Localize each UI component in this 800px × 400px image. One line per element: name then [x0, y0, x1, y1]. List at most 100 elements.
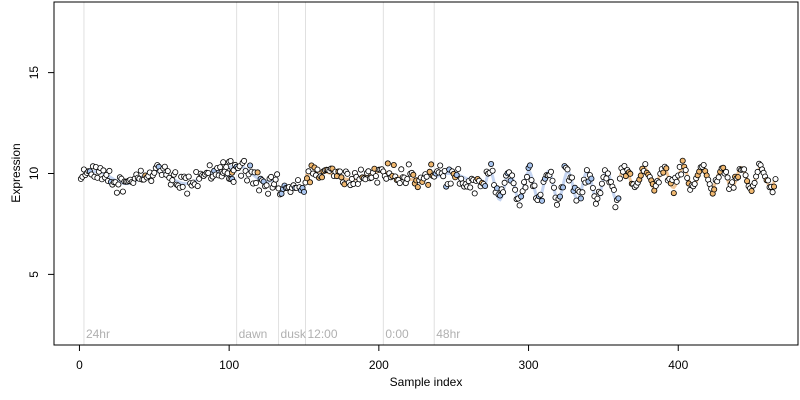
- data-point: [164, 168, 171, 175]
- data-point: [223, 164, 230, 171]
- data-point: [610, 186, 617, 193]
- data-point: [684, 174, 691, 181]
- data-point: [537, 191, 544, 198]
- data-point: [583, 167, 590, 174]
- data-point: [137, 167, 144, 174]
- data-point: [426, 168, 433, 175]
- data-point: [524, 173, 531, 180]
- data-point: [531, 182, 538, 189]
- data-point: [521, 179, 528, 186]
- data-point: [557, 193, 564, 200]
- data-point: [247, 162, 254, 169]
- marker-label-2: dusk: [281, 327, 307, 341]
- data-point: [522, 184, 529, 191]
- y-tick-label-10: 10: [27, 167, 41, 181]
- data-point: [560, 184, 567, 191]
- data-point: [384, 160, 391, 167]
- data-point: [119, 188, 126, 195]
- data-point: [616, 175, 623, 182]
- data-point: [390, 161, 397, 168]
- data-point: [374, 179, 381, 186]
- data-point: [151, 169, 158, 176]
- data-point: [577, 195, 584, 202]
- data-point: [437, 162, 444, 169]
- data-point: [754, 168, 761, 175]
- data-point: [256, 187, 263, 194]
- data-point: [751, 179, 758, 186]
- data-point: [769, 189, 776, 196]
- data-point: [482, 182, 489, 189]
- data-point: [682, 167, 689, 174]
- data-point: [772, 176, 779, 183]
- data-point: [303, 175, 310, 182]
- marker-label-1: dawn: [239, 327, 268, 341]
- data-point: [660, 169, 667, 176]
- data-point: [637, 172, 644, 179]
- data-point: [598, 180, 605, 187]
- data-point: [425, 181, 432, 188]
- data-point: [318, 174, 325, 181]
- data-point: [516, 202, 523, 209]
- data-point: [678, 171, 685, 178]
- data-point: [100, 167, 107, 174]
- data-point: [440, 173, 447, 180]
- data-point: [673, 178, 680, 185]
- data-point: [663, 165, 670, 172]
- data-point: [103, 171, 110, 178]
- x-axis-title: Sample index: [390, 375, 463, 389]
- data-point: [489, 167, 496, 174]
- data-point: [670, 190, 677, 197]
- data-point: [715, 174, 722, 181]
- data-point: [306, 179, 313, 186]
- data-point: [564, 166, 571, 173]
- data-point: [528, 177, 535, 184]
- data-point: [230, 178, 237, 185]
- data-point: [501, 179, 508, 186]
- data-point: [594, 195, 601, 202]
- data-point: [265, 190, 272, 197]
- data-point: [597, 190, 604, 197]
- data-point: [453, 171, 460, 178]
- data-point: [548, 168, 555, 175]
- data-point: [227, 157, 234, 164]
- data-point: [314, 166, 321, 173]
- data-point: [741, 166, 748, 173]
- data-point: [410, 171, 417, 178]
- data-point: [627, 170, 634, 177]
- data-point: [338, 174, 345, 181]
- y-axis: 5 10 15: [27, 66, 54, 278]
- y-tick-label-5: 5: [27, 271, 41, 278]
- marker-label-4: 0:00: [385, 327, 409, 341]
- data-point: [700, 161, 707, 168]
- data-point: [428, 161, 435, 168]
- data-point: [742, 172, 749, 179]
- data-point: [488, 160, 495, 167]
- data-point: [244, 177, 251, 184]
- data-point: [748, 187, 755, 194]
- data-point: [357, 166, 364, 173]
- data-point: [396, 180, 403, 187]
- data-point: [579, 189, 586, 196]
- data-point: [272, 176, 279, 183]
- data-point: [169, 177, 176, 184]
- data-point: [194, 183, 201, 190]
- data-point: [679, 157, 686, 164]
- y-tick-label-15: 15: [27, 66, 41, 80]
- data-point: [241, 157, 248, 164]
- data-point: [612, 204, 619, 211]
- data-point: [300, 188, 307, 195]
- data-point: [771, 183, 778, 190]
- data-point: [592, 200, 599, 207]
- data-point: [729, 179, 736, 186]
- data-point: [172, 169, 179, 176]
- data-point: [274, 171, 281, 178]
- data-point: [405, 161, 412, 168]
- data-point: [344, 170, 351, 177]
- data-point: [238, 172, 245, 179]
- data-point: [106, 167, 113, 174]
- x-tick-label-300: 300: [519, 358, 539, 372]
- data-point: [398, 166, 405, 173]
- data-point: [730, 184, 737, 191]
